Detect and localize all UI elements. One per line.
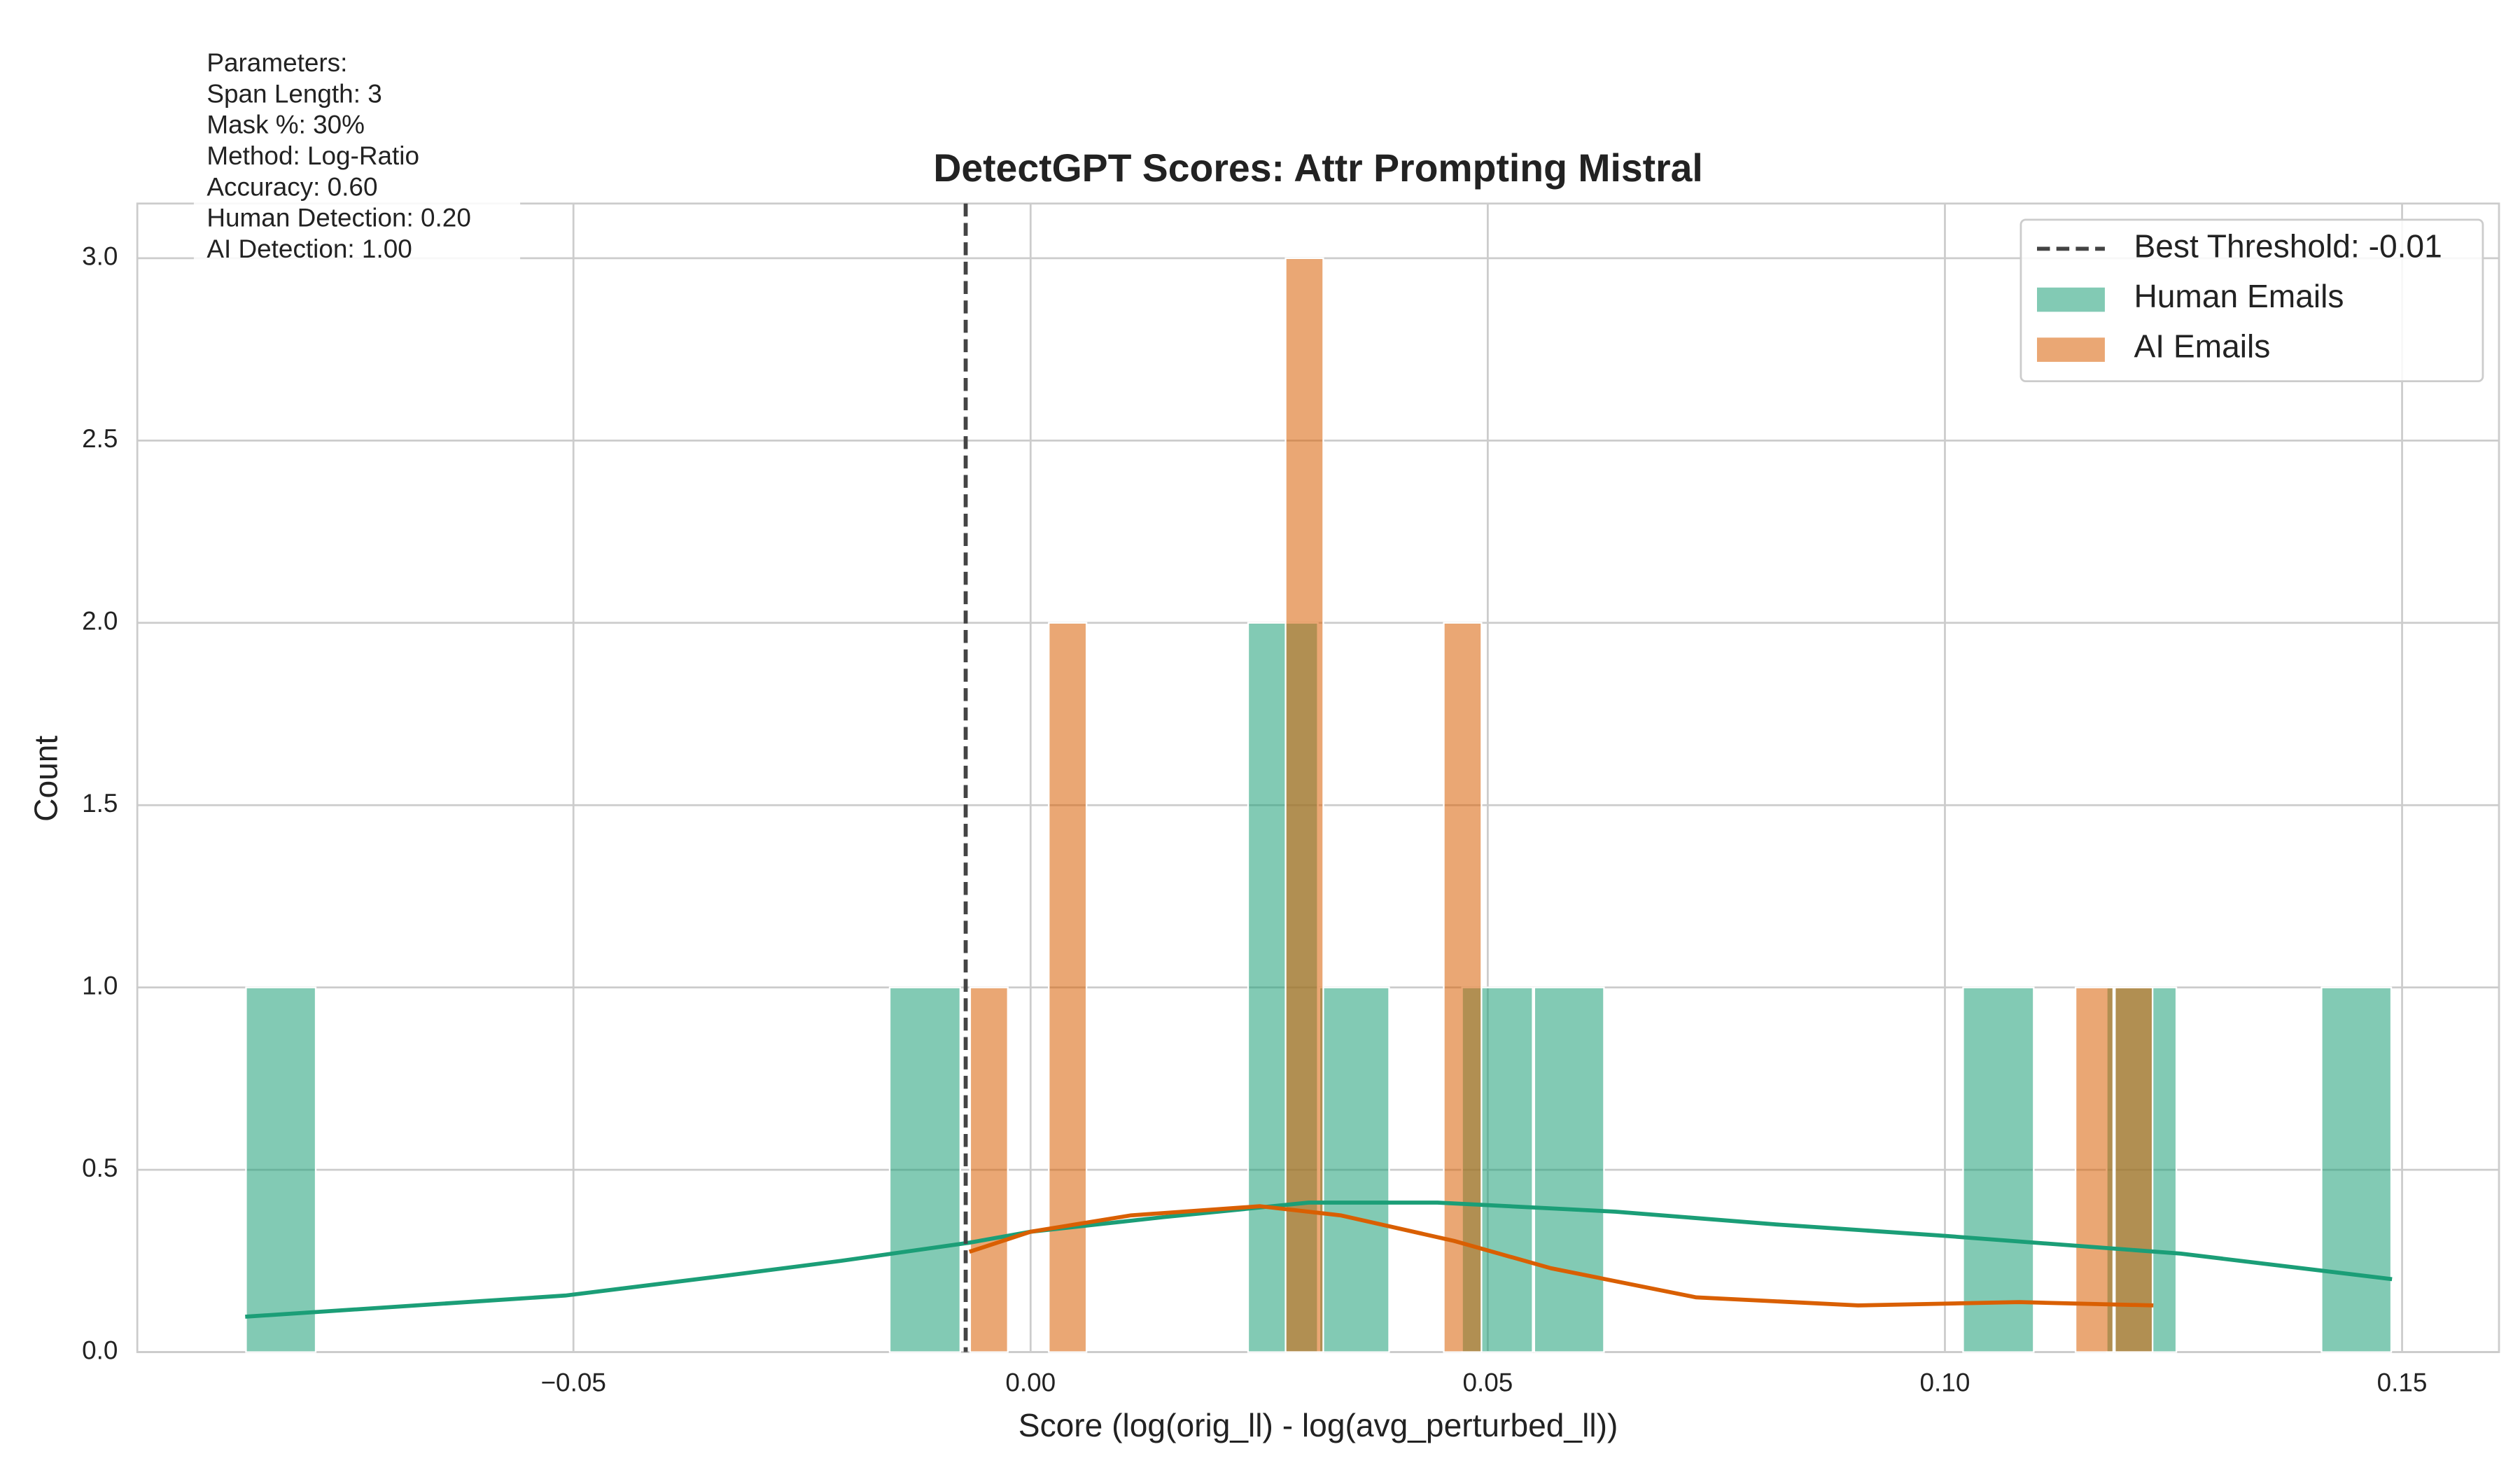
histogram-bar	[1284, 257, 1324, 1353]
x-tick-label: 0.10	[1920, 1368, 1970, 1396]
y-tick-label: 2.0	[82, 607, 118, 636]
x-tick-label: 0.15	[2377, 1368, 2428, 1396]
y-axis-label: Count	[27, 736, 64, 822]
legend-swatch	[2037, 287, 2105, 312]
x-tick-label: 0.00	[1005, 1368, 1056, 1396]
histogram-bar	[1048, 622, 1088, 1353]
histogram-bar	[1318, 986, 1390, 1353]
histogram-bar	[2320, 986, 2393, 1353]
annotation-text: Accuracy: 0.60	[206, 172, 377, 201]
y-tick-label: 2.5	[82, 424, 118, 453]
histogram-bar	[969, 986, 1009, 1353]
y-tick-label: 1.0	[82, 971, 118, 1000]
legend-label: AI Emails	[2134, 328, 2270, 365]
legend-swatch	[2037, 337, 2105, 362]
y-tick-label: 3.0	[82, 242, 118, 271]
histogram-bar	[2074, 986, 2115, 1353]
legend-label: Human Emails	[2134, 278, 2344, 314]
histogram-bar	[1533, 986, 1605, 1353]
y-tick-label: 0.0	[82, 1336, 118, 1364]
x-tick-label: 0.05	[1462, 1368, 1513, 1396]
annotation-text: AI Detection: 1.00	[206, 234, 412, 263]
kde-line	[968, 1204, 2154, 1308]
annotation-text: Span Length: 3	[206, 79, 382, 108]
histogram-bar	[888, 986, 962, 1353]
histogram-bar	[245, 986, 317, 1353]
annotation-text: Mask %: 30%	[206, 111, 365, 139]
annotation-box	[193, 45, 521, 269]
histogram-bar	[1962, 986, 2035, 1353]
x-tick-label: −0.05	[541, 1368, 606, 1396]
annotation-text: Parameters:	[206, 48, 347, 77]
histogram-bar	[1443, 622, 1483, 1353]
histogram-bar	[2114, 986, 2154, 1353]
legend-box	[2019, 218, 2484, 382]
chart-title: DetectGPT Scores: Attr Prompting Mistral	[933, 146, 1702, 190]
y-tick-label: 0.5	[82, 1154, 118, 1182]
legend-label: Best Threshold: -0.01	[2134, 228, 2442, 265]
annotation-text: Method: Log-Ratio	[206, 141, 419, 170]
annotation-text: Human Detection: 0.20	[206, 204, 470, 232]
x-axis-label: Score (log(orig_ll) - log(avg_perturbed_…	[1018, 1407, 1618, 1443]
y-tick-label: 1.5	[82, 789, 118, 818]
